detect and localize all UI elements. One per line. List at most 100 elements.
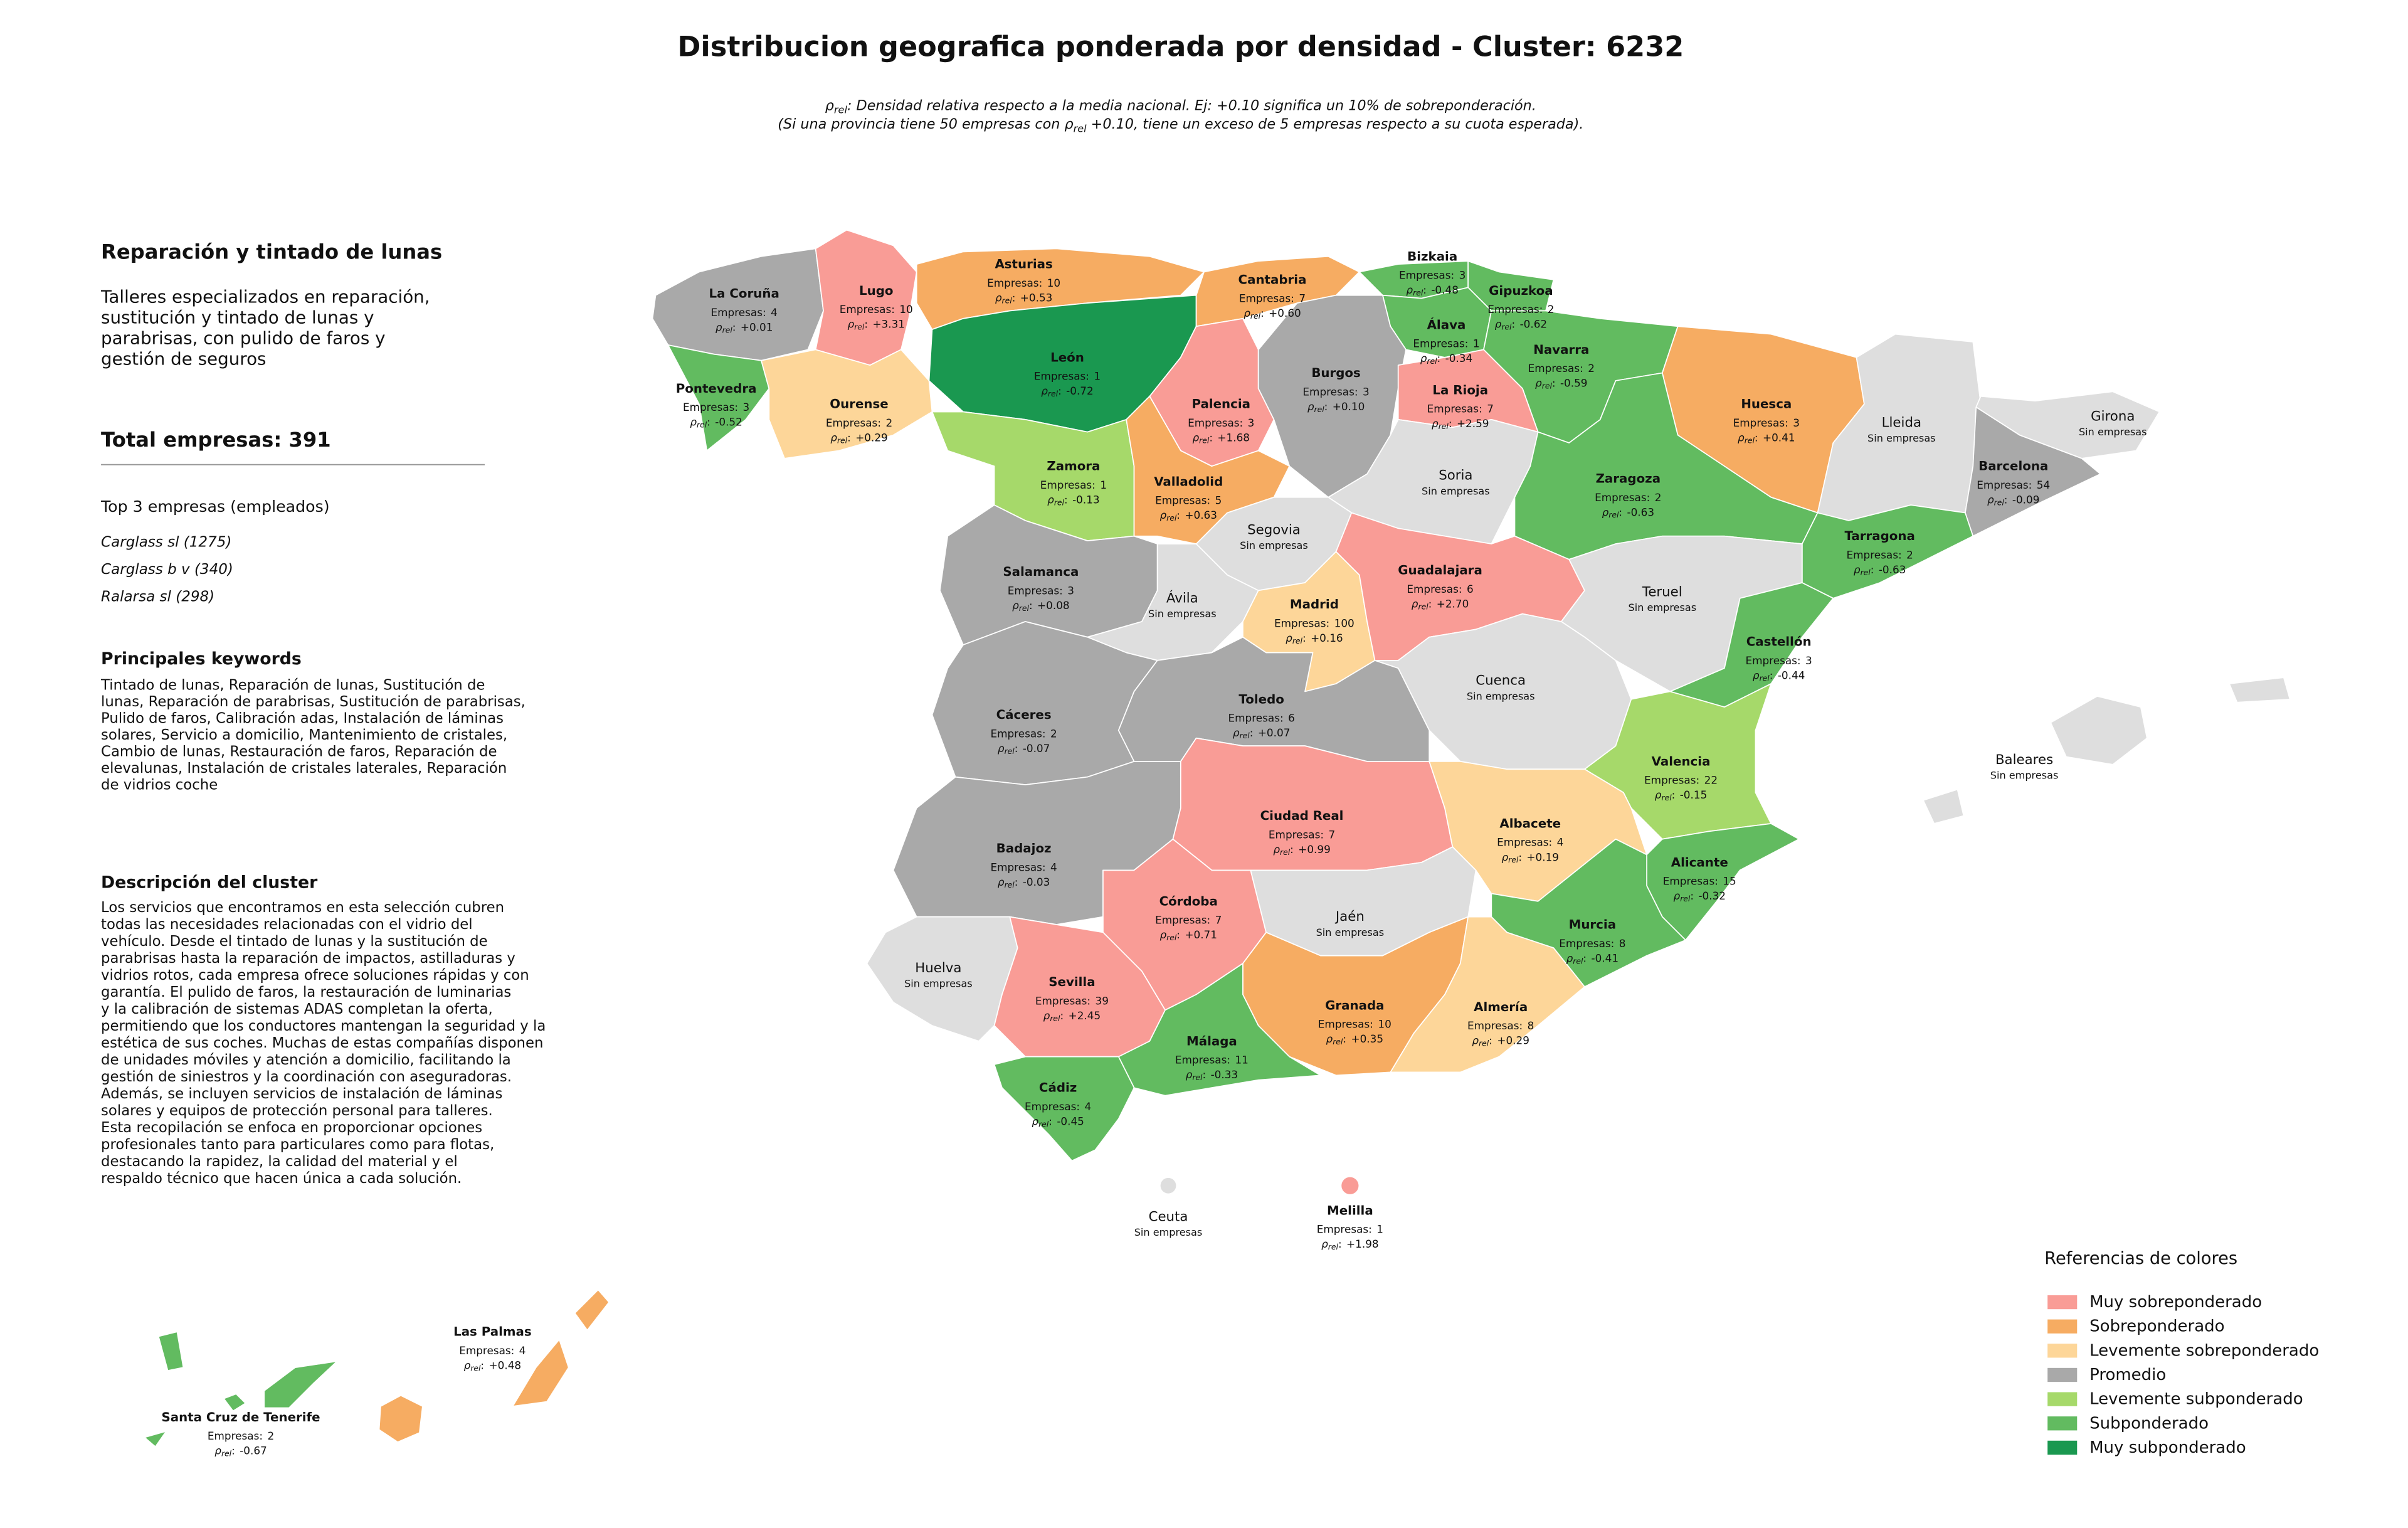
province-companies: Empresas: 4 <box>459 1344 525 1357</box>
province-companies: Empresas: 22 <box>1644 774 1718 787</box>
province-companies: Empresas: 4 <box>1497 836 1563 849</box>
rho-subscript: rel <box>1240 731 1250 740</box>
province-rho: ρrel: -0.63 <box>1854 563 1906 577</box>
province-name: Ciudad Real <box>1260 809 1344 823</box>
rho-symbol: ρ <box>1186 1068 1193 1081</box>
province <box>931 411 1135 541</box>
rho-colon: : <box>1672 788 1676 801</box>
rho-subscript: rel <box>697 421 707 430</box>
companies-label: Empresas: <box>1155 494 1210 507</box>
summary-line: gestión de seguros <box>101 349 266 369</box>
province-companies: Empresas: 4 <box>1025 1100 1091 1113</box>
companies-value: 4 <box>1557 836 1564 849</box>
province <box>1923 788 1965 824</box>
province <box>993 1056 1135 1162</box>
province-name: Córdoba <box>1159 894 1218 908</box>
rho-subscript: rel <box>1314 405 1325 414</box>
rho-subscript: rel <box>1501 322 1512 331</box>
no-data-label: Sin empresas <box>1990 770 2059 782</box>
summary-line: sustitución y tintado de lunas y <box>101 307 374 328</box>
description-line: todas las necesidades relacionadas con e… <box>101 916 473 933</box>
no-data-label: Sin empresas <box>1629 602 1697 613</box>
companies-label: Empresas: <box>1188 416 1243 429</box>
companies-label: Empresas: <box>711 306 766 319</box>
rho-value: +0.99 <box>1298 843 1331 856</box>
companies-value: 2 <box>267 1430 274 1442</box>
rho-colon: : <box>1511 318 1515 331</box>
province-name: Huesca <box>1741 397 1792 411</box>
companies-label: Empresas: <box>1035 994 1090 1007</box>
rho-subscript: rel <box>854 322 865 331</box>
rho-value: -0.45 <box>1057 1115 1084 1127</box>
territory <box>1341 1177 1359 1194</box>
no-data-label: Sin empresas <box>904 978 973 990</box>
province-name: Gipuzkoa <box>1489 284 1553 298</box>
province-companies: Empresas: 3 <box>1733 416 1800 429</box>
companies-value: 3 <box>1363 385 1370 398</box>
rho-subscript: rel <box>1760 674 1770 682</box>
rho-value: -0.62 <box>1520 318 1548 331</box>
province-rho: ρrel: +0.29 <box>830 431 888 445</box>
description-line: gestión de siniestros y la coordinación … <box>101 1069 512 1085</box>
description-line: y la calibración de sistemas ADAS comple… <box>101 1001 493 1017</box>
province <box>378 1394 423 1443</box>
companies-label: Empresas: <box>1528 362 1583 374</box>
province-rho: ρrel: +0.71 <box>1159 928 1217 942</box>
province-rho: ρrel: -0.13 <box>1047 493 1099 507</box>
rho-symbol: ρ <box>1043 1009 1050 1022</box>
rho-colon: : <box>1449 417 1452 430</box>
rho-value: -0.09 <box>2012 493 2040 506</box>
rho-symbol: ρ <box>1420 352 1427 364</box>
companies-label: Empresas: <box>1413 337 1468 349</box>
province-name: Málaga <box>1186 1034 1237 1048</box>
companies-label: Empresas: <box>683 401 738 413</box>
province-rho: ρrel: +0.29 <box>1472 1034 1529 1048</box>
companies-label: Empresas: <box>1497 836 1552 849</box>
province-companies: Empresas: 2 <box>990 727 1057 740</box>
rho-subscript: rel <box>1192 1073 1203 1082</box>
rho-subscript: rel <box>1418 602 1428 611</box>
companies-label: Empresas: <box>1559 937 1614 950</box>
province-rho: ρrel: +3.31 <box>848 318 906 332</box>
companies-value: 3 <box>1248 416 1255 429</box>
province-companies: Empresas: 10 <box>840 303 913 316</box>
province-name: Bizkaia <box>1407 249 1457 263</box>
companies-label: Empresas: <box>1595 491 1650 504</box>
rho-subscript: rel <box>1048 390 1059 398</box>
companies-value: 7 <box>1329 828 1336 841</box>
rho-subscript: rel <box>1005 881 1015 889</box>
rho-subscript: rel <box>834 103 848 115</box>
province-companies: Empresas: 2 <box>1528 362 1595 374</box>
legend-label: Levemente sobreponderado <box>2089 1341 2319 1360</box>
rho-symbol: ρ <box>1244 307 1250 319</box>
province-name: Zamora <box>1047 459 1100 474</box>
companies-label: Empresas: <box>1745 654 1800 667</box>
rho-symbol: ρ <box>995 291 1002 304</box>
rho-value: +0.29 <box>1497 1034 1529 1047</box>
rho-symbol: ρ <box>1566 952 1573 964</box>
rho-value: +0.60 <box>1269 307 1301 319</box>
rho-subscript: rel <box>1333 1037 1343 1046</box>
province-name: Girona <box>2091 408 2135 424</box>
province-rho: ρrel: +0.19 <box>1501 851 1559 864</box>
rho-value: -0.15 <box>1680 788 1708 801</box>
province-rho: ρrel: +0.53 <box>995 291 1053 305</box>
province-rho: ρrel: -0.44 <box>1753 669 1805 682</box>
rho-symbol: ρ <box>1273 843 1280 856</box>
province-name: Pontevedra <box>676 381 757 396</box>
province-name: Asturias <box>995 257 1052 272</box>
description-line: vidrios rotos, cada empresa ofrece soluc… <box>101 967 529 984</box>
rho-value: +0.35 <box>1351 1032 1383 1045</box>
rho-colon: : <box>1250 726 1254 739</box>
companies-value: 2 <box>1548 303 1555 316</box>
companies-value: 1 <box>1473 337 1480 349</box>
companies-value: 8 <box>1528 1019 1534 1032</box>
rho-value: +2.59 <box>1457 417 1489 430</box>
rho-value: -0.67 <box>240 1445 267 1457</box>
legend-swatch <box>2047 1440 2078 1455</box>
companies-label: Empresas: <box>990 727 1045 740</box>
description-line: respaldo técnico que hacen única a cada … <box>101 1170 462 1187</box>
rho-subscript: rel <box>1054 498 1065 507</box>
province-name: Zaragoza <box>1596 472 1661 486</box>
province-rho: ρrel: +1.68 <box>1192 431 1250 445</box>
